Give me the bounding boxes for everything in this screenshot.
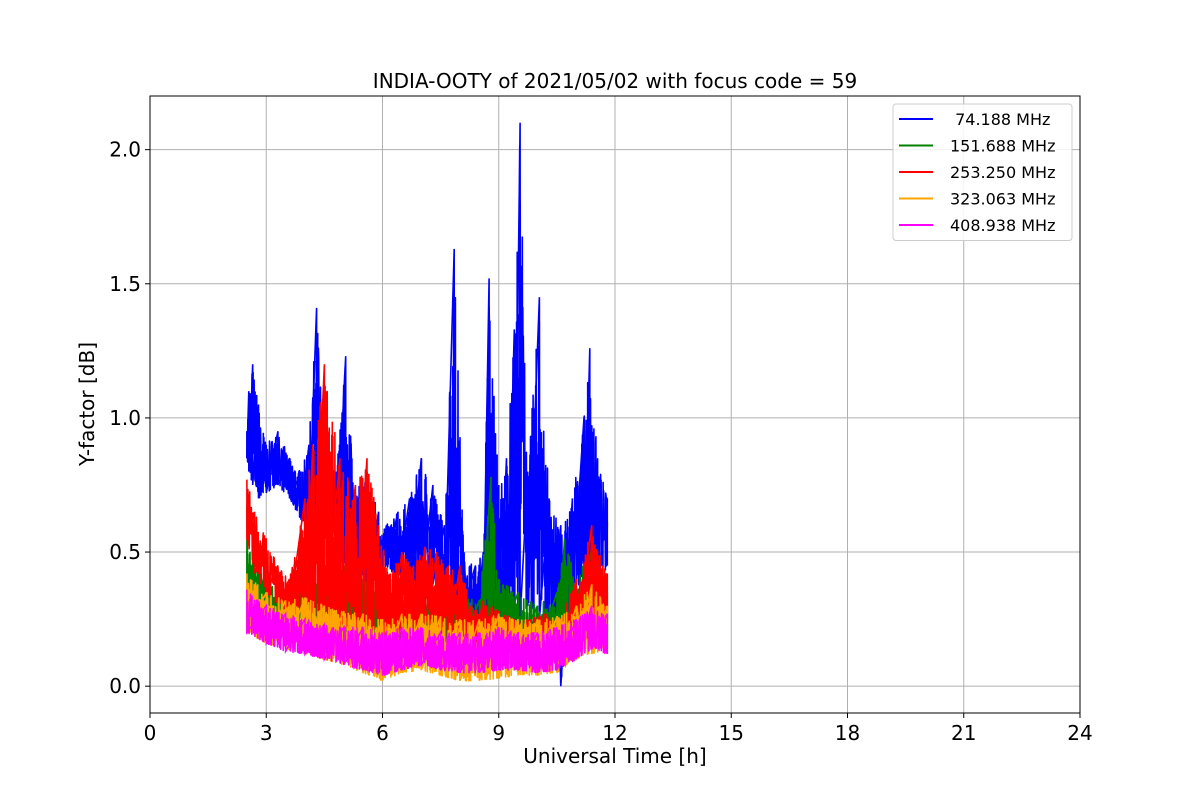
legend-label: 253.250 MHz: [950, 163, 1055, 182]
x-tick-label: 21: [951, 721, 976, 745]
ticks-layer: 0 3 6 9 12 15 18 21 24 0.0 0.5 1.0 1.5 2.0: [109, 138, 1093, 745]
legend-label: 74.188 MHz: [950, 110, 1050, 129]
series-peaks-0: [246, 122, 609, 687]
y-tick-label: 2.0: [109, 138, 141, 162]
legend-label: 323.063 MHz: [950, 190, 1055, 209]
x-tick-label: 12: [602, 721, 627, 745]
x-tick-label: 0: [144, 721, 157, 745]
y-tick-label: 1.5: [109, 272, 141, 296]
series-line-4: [246, 593, 609, 676]
y-tick-label: 1.0: [109, 406, 141, 430]
y-tick-label: 0.5: [109, 540, 141, 564]
chart-title: INDIA-OOTY of 2021/05/02 with focus code…: [373, 69, 857, 93]
legend-label: 151.688 MHz: [950, 137, 1055, 156]
legend-label: 408.938 MHz: [950, 216, 1055, 235]
legend: 74.188 MHz 151.688 MHz 253.250 MHz 323.063 …: [892, 103, 1073, 241]
y-tick-label: 0.0: [109, 674, 141, 698]
x-tick-label: 9: [492, 721, 505, 745]
x-tick-label: 24: [1067, 721, 1092, 745]
legend-box: [892, 103, 1073, 241]
y-axis-label: Y-factor [dB]: [75, 342, 99, 467]
x-tick-label: 18: [835, 721, 860, 745]
x-tick-label: 6: [376, 721, 389, 745]
x-tick-label: 15: [719, 721, 744, 745]
series-layer: [246, 122, 609, 687]
x-tick-label: 3: [260, 721, 273, 745]
x-axis-label: Universal Time [h]: [523, 744, 706, 768]
series-peaks-4: [246, 589, 609, 676]
